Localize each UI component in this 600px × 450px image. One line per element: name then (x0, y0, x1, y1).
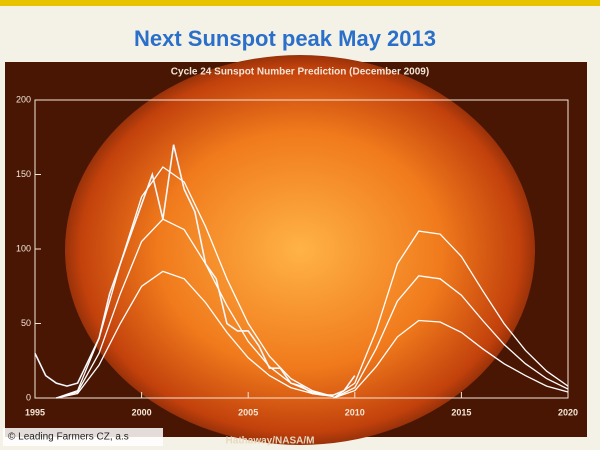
x-tick-label: 2015 (451, 407, 471, 417)
series-line (56, 218, 334, 399)
y-tick-label: 200 (16, 94, 31, 104)
x-tick-label: 1995 (25, 407, 45, 417)
series-line (34, 144, 356, 396)
series-line (333, 230, 569, 399)
y-tick-label: 0 (26, 392, 31, 402)
x-tick-label: 2000 (132, 407, 152, 417)
series-line (333, 319, 569, 399)
x-tick-label: 2010 (345, 407, 365, 417)
x-tick-label: 2020 (558, 407, 578, 417)
credit: Hathaway/NASA/M (226, 436, 315, 447)
y-tick-label: 50 (21, 318, 31, 328)
watermark-box (3, 428, 163, 446)
slide-title: Next Sunspot peak May 2013 (134, 26, 436, 51)
y-tick-label: 150 (16, 169, 31, 179)
y-tick-label: 100 (16, 243, 31, 253)
slide-bar (0, 0, 600, 6)
series-line (333, 275, 569, 399)
sun-image (65, 55, 535, 445)
series-line (56, 166, 334, 399)
watermark: © Leading Farmers CZ, a.s (8, 432, 129, 443)
x-tick-label: 2005 (238, 407, 258, 417)
series-line (56, 270, 334, 399)
chart-title: Cycle 24 Sunspot Number Prediction (Dece… (171, 67, 429, 78)
